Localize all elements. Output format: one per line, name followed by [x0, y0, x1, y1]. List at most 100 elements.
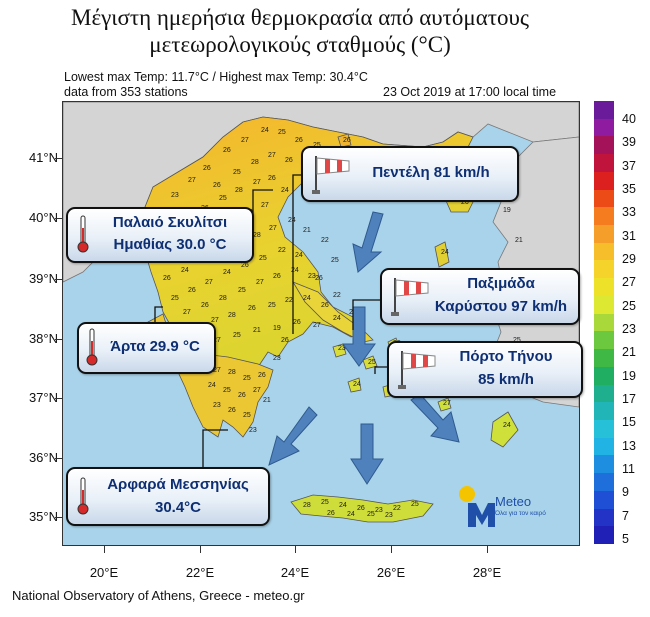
station-box-arta: Άρτα 29.9 °C [77, 322, 216, 374]
windsock-icon [391, 278, 429, 316]
colorbar-segment [594, 366, 614, 385]
axis-tick [55, 218, 63, 219]
station-name-skylitsi: Παλαιό Σκυλίτσι [112, 214, 228, 231]
station-value: 24 [281, 187, 289, 194]
station-value: 27 [213, 337, 221, 344]
station-box-penteli: Πεντέλη 81 km/h [301, 146, 519, 202]
station-value: 26 [228, 407, 236, 414]
station-value: 28 [228, 312, 236, 319]
station-value: 23 [171, 192, 179, 199]
station-value: 25 [331, 257, 339, 264]
station-box-arfara: Αρφαρά Μεσσηνίας 30.4°C [66, 467, 270, 526]
lon-label-28: 28°E [472, 565, 502, 580]
station-value: 25 [278, 129, 286, 136]
station-value: 25 [367, 511, 375, 518]
colorbar-label: 31 [622, 228, 636, 243]
station-value: 27 [313, 322, 321, 329]
colorbar-segment [594, 260, 614, 279]
wind-arrow-southwest [268, 406, 318, 466]
station-value: 23 [338, 345, 346, 352]
colorbar-segment [594, 207, 614, 226]
station-value: 26 [285, 157, 293, 164]
meteo-logo [459, 486, 495, 527]
station-count-text: data from 353 stations [64, 85, 188, 99]
station-value: 26 [203, 165, 211, 172]
colorbar-segment [594, 171, 614, 190]
logo-name: Meteo [495, 494, 532, 509]
crete-island [290, 494, 434, 523]
station-value: 26 [293, 319, 301, 326]
station-value: 26 [223, 147, 231, 154]
lat-label-35: 35°N [28, 509, 58, 524]
axis-tick [295, 545, 296, 553]
colorbar-segment [594, 295, 614, 314]
colorbar-segment [594, 402, 614, 420]
colorbar-label: 40 [622, 112, 636, 126]
station-value: 24 [288, 217, 296, 224]
colorbar-label: 35 [622, 182, 636, 196]
station-value: 28 [228, 369, 236, 376]
axis-tick [55, 158, 63, 159]
colorbar-segment [594, 154, 614, 172]
colorbar-label: 39 [622, 135, 636, 150]
station-value: 25 [243, 375, 251, 382]
station-value: 25 [313, 142, 321, 149]
logo-tagline: Όλα για τον καιρό [495, 510, 546, 517]
chios-island [434, 241, 450, 268]
colorbar-label: 27 [622, 275, 636, 290]
station-value: 26 [248, 305, 256, 312]
station-value: 22 [278, 247, 286, 254]
station-value: 25 [238, 287, 246, 294]
station-value: 26 [273, 273, 281, 280]
station-value: 26 [315, 275, 323, 282]
thasos-island [337, 133, 352, 148]
station-value: 25 [513, 337, 521, 344]
station-box-tinos: Πόρτο Τήνου 85 km/h [387, 341, 583, 398]
station-value: 25 [243, 412, 251, 419]
windsock-icon [312, 156, 350, 194]
colorbar-label: 9 [622, 485, 629, 500]
station-value: 27 [253, 387, 261, 394]
station-value: 19 [273, 325, 281, 332]
lat-label-37: 37°N [28, 390, 58, 405]
station-value: 26 [268, 175, 276, 182]
station-value: 24 [339, 502, 347, 509]
colorbar-label: 25 [622, 298, 636, 313]
map-title-line-2: μετεωρολογικούς σταθμούς (°C) [149, 32, 451, 57]
wind-arrow-pentelis [352, 211, 384, 273]
station-value: 28 [251, 159, 259, 166]
colorbar-label: 37 [622, 158, 636, 173]
station-value: 24 [303, 295, 311, 302]
connector-penteli [292, 174, 303, 334]
station-value: 27 [211, 317, 219, 324]
station-value: 25 [223, 387, 231, 394]
station-value: 27 [268, 152, 276, 159]
axis-tick [55, 339, 63, 340]
lon-label-22: 22°E [185, 565, 215, 580]
colorbar-label: 21 [622, 345, 636, 360]
timestamp-text: 23 Oct 2019 at 17:00 local time [383, 85, 557, 99]
lat-label-38: 38°N [28, 331, 58, 346]
station-value: 24 [223, 269, 231, 276]
colorbar-segment [594, 278, 614, 296]
lat-label-39: 39°N [28, 271, 58, 286]
station-value: 23 [213, 402, 221, 409]
station-value: 26 [241, 262, 249, 269]
station-value: 24 [503, 422, 511, 429]
thermometer-icon [77, 477, 89, 515]
colorbar-segment [594, 437, 614, 456]
colorbar-label: 17 [622, 392, 636, 406]
colorbar-label: 19 [622, 368, 636, 383]
station-value: 22 [285, 297, 293, 304]
station-value: 25 [411, 501, 419, 508]
station-value: 25 [171, 295, 179, 302]
map-title-line-1: Μέγιστη ημερήσια θερμοκρασία από αυτόματ… [71, 5, 529, 30]
station-value: 25 [233, 332, 241, 339]
station-value: 21 [515, 237, 523, 244]
axis-tick [487, 545, 488, 553]
station-value: 26 [163, 275, 171, 282]
station-detail-tinos: 85 km/h [478, 371, 534, 388]
station-value: 26 [201, 302, 209, 309]
station-value: 23 [308, 273, 316, 280]
station-value: 24 [291, 267, 299, 274]
